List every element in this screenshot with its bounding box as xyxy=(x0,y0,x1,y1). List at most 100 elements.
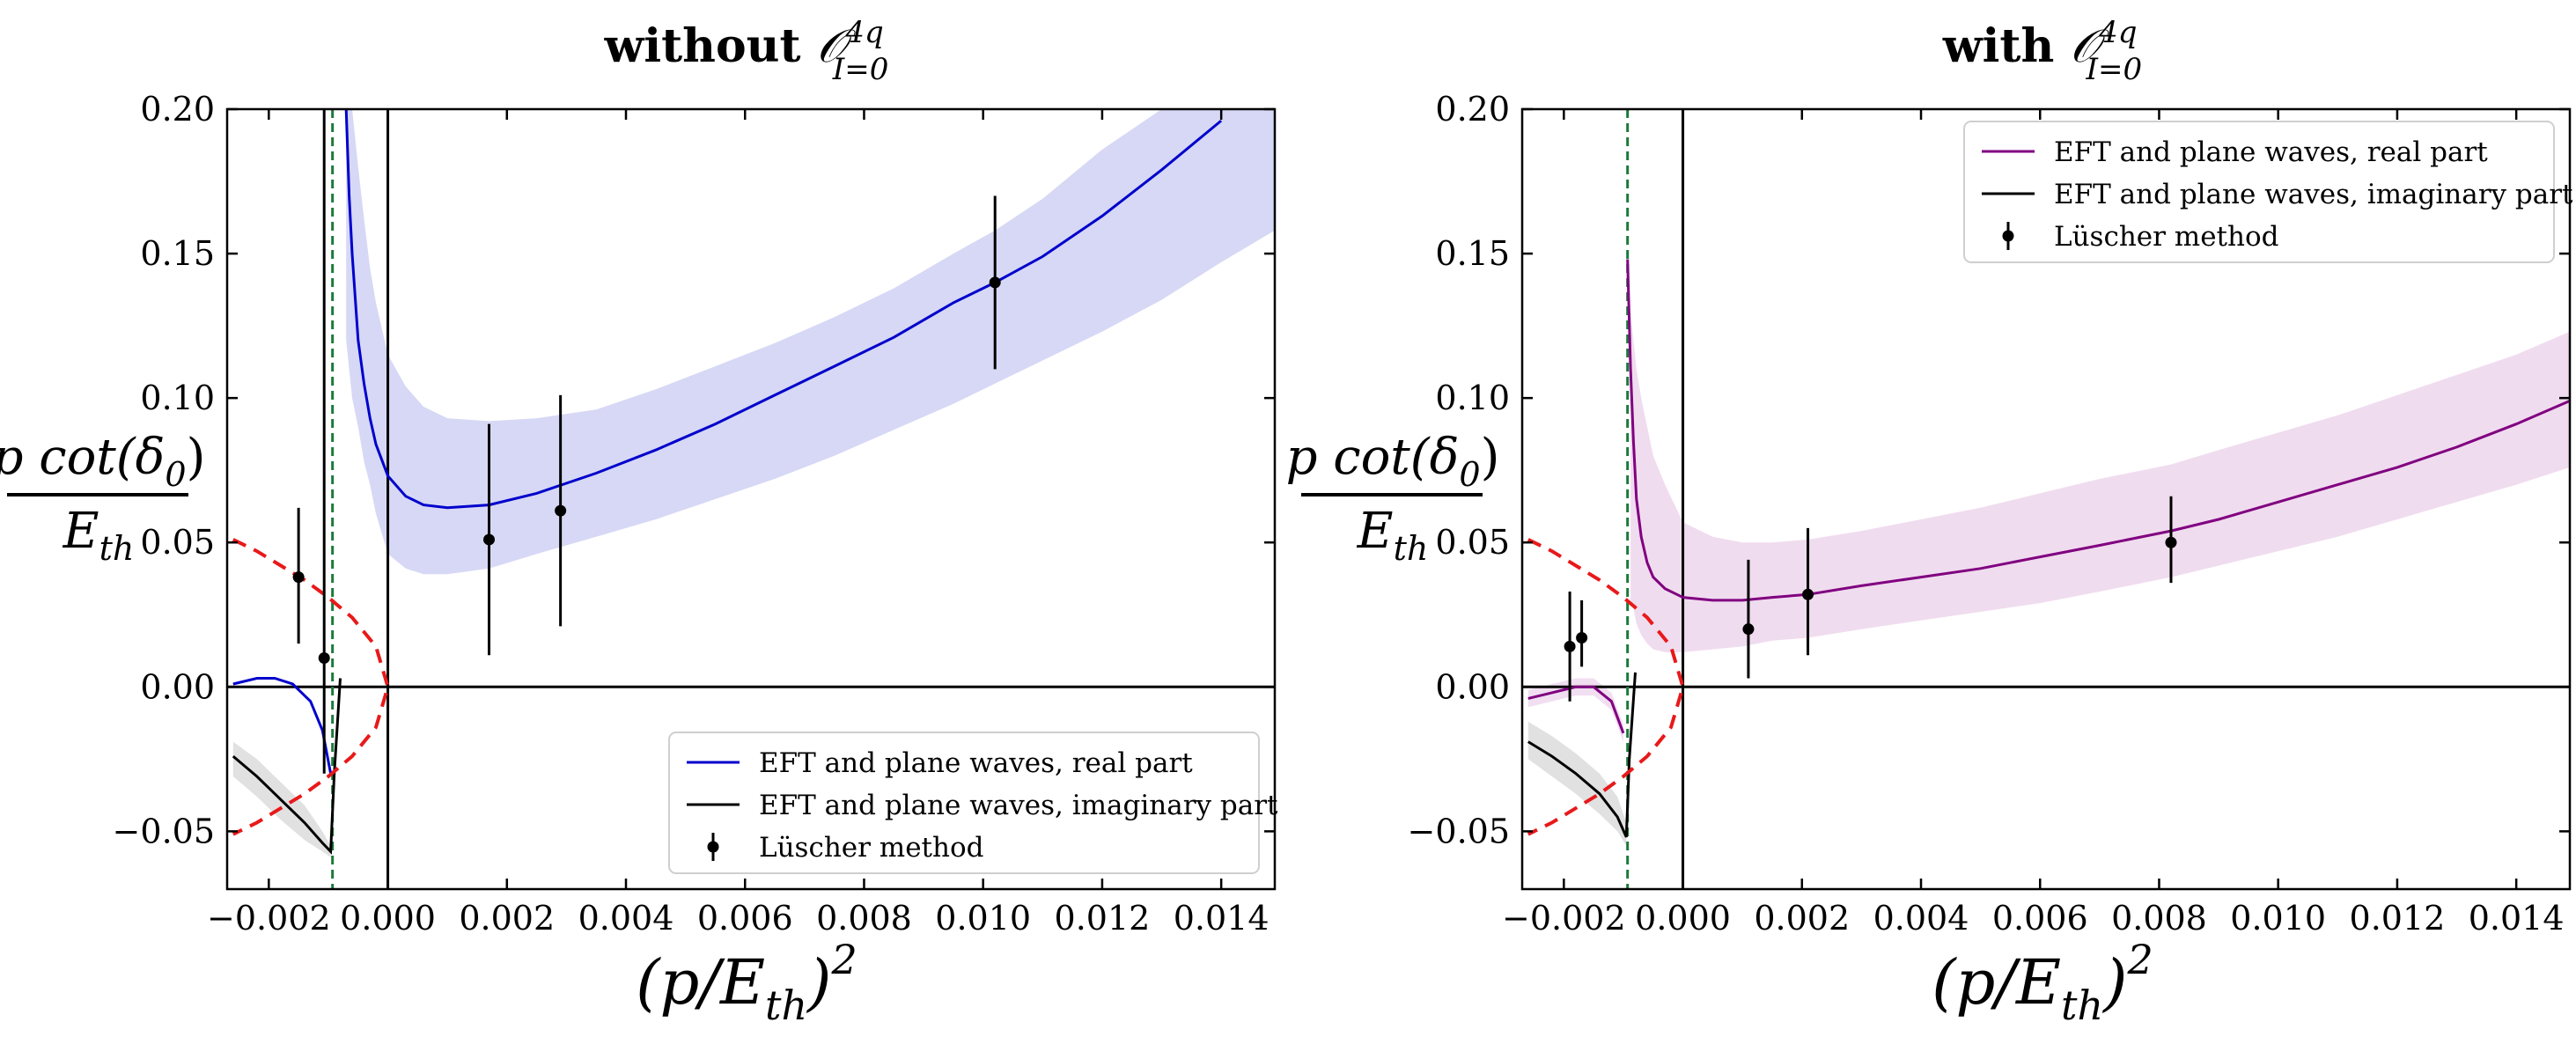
right-marker xyxy=(1576,632,1588,644)
left-ylabel-denominator: Eth xyxy=(63,503,135,568)
left-panel: without 𝒪4q I=0 −0.002 0.000 0.002 0.004 0.00… xyxy=(0,15,1278,1029)
right-legend-box xyxy=(1963,121,2555,263)
right-series-line-1 xyxy=(1626,259,2570,602)
left-data-point-1 xyxy=(318,109,330,774)
left-data-point-4 xyxy=(989,195,1001,370)
right-legend-entry-1: EFT and plane waves, imaginary part xyxy=(1982,179,2573,210)
right-y-axis-label: p cot(δ0) Eth xyxy=(1286,429,1500,568)
right-xlabel-close: ) xyxy=(2101,946,2127,1019)
right-xtick-label: 0.014 xyxy=(2469,899,2565,938)
left-xtick-label: 0.010 xyxy=(935,899,1031,938)
left-ytick-label: 0.00 xyxy=(140,667,215,706)
left-legend-marker-swatch xyxy=(707,841,719,853)
right-data-point-0 xyxy=(1564,592,1576,702)
left-xlabel-close: ) xyxy=(806,946,831,1019)
right-xtick-label: 0.012 xyxy=(2350,899,2446,938)
right-ytick-label: 0.00 xyxy=(1435,667,1510,706)
left-data-point-0 xyxy=(292,507,305,644)
left-marker xyxy=(555,504,567,517)
left-uncertainty-band-0 xyxy=(346,109,1275,575)
right-xtick-label: 0.010 xyxy=(2230,899,2326,938)
left-data-point-2 xyxy=(483,423,495,656)
left-marker xyxy=(989,276,1001,289)
left-ylabel-den-text: E xyxy=(63,503,99,560)
right-data-point-4 xyxy=(2165,496,2177,584)
left-xtick-label: 0.000 xyxy=(340,899,436,938)
left-legend-label: Lüscher method xyxy=(759,832,983,864)
right-legend-entry-0: EFT and plane waves, real part xyxy=(1982,136,2488,168)
left-xtick-label: 0.012 xyxy=(1055,899,1151,938)
left-plot-content xyxy=(227,109,1275,889)
left-xlabel-sup: 2 xyxy=(830,936,857,983)
right-xlabel-sup: 2 xyxy=(2126,936,2153,983)
right-plot-area: −0.002 0.000 0.002 0.004 0.006 0.008 0.010 0.01… xyxy=(1408,90,2573,938)
right-marker xyxy=(1802,588,1814,600)
right-xtick-label: 0.000 xyxy=(1635,899,1731,938)
left-legend-entry-2: Lüscher method xyxy=(707,832,983,864)
right-xtick-label: 0.004 xyxy=(1873,899,1969,938)
right-ylabel-num-close: ) xyxy=(1481,429,1500,486)
left-x-axis-label: (p/Eth)2 xyxy=(636,936,857,1029)
right-axes-frame xyxy=(1520,107,2572,891)
left-legend-entry-0: EFT and plane waves, real part xyxy=(687,747,1193,779)
left-ylabel-num-text: p cot(δ xyxy=(0,429,165,486)
right-xtick-label: 0.006 xyxy=(1992,899,2088,938)
left-title-sub: I=0 xyxy=(832,52,889,87)
right-xlabel-open: (p/E xyxy=(1932,946,2061,1019)
left-series-line-1 xyxy=(344,109,1223,510)
left-marker xyxy=(318,651,330,664)
left-legend-label: EFT and plane waves, imaginary part xyxy=(759,790,1278,821)
left-ytick-label: 0.20 xyxy=(140,90,215,129)
left-legend-box xyxy=(668,732,1260,874)
left-title: without 𝒪4q I=0 xyxy=(604,15,889,87)
left-xtick-label: 0.002 xyxy=(459,899,555,938)
right-ytick-label: −0.05 xyxy=(1408,812,1510,850)
left-title-prefix: without xyxy=(604,19,801,73)
right-uncertainty-band-0 xyxy=(1630,311,2570,652)
right-legend-label: EFT and plane waves, imaginary part xyxy=(2054,179,2573,210)
left-legend-label: EFT and plane waves, real part xyxy=(759,747,1193,779)
left-legend: EFT and plane waves, real part EFT and pl… xyxy=(668,732,1278,874)
right-ylabel-num-sub: 0 xyxy=(1459,455,1480,494)
left-plot-area: −0.002 0.000 0.002 0.004 0.006 0.008 0.010 0.01… xyxy=(113,90,1278,938)
left-xlabel-open: (p/E xyxy=(636,946,765,1019)
right-title-sup: 4q xyxy=(2098,15,2137,50)
right-ylabel-denominator: Eth xyxy=(1357,503,1429,568)
left-series-line-0 xyxy=(232,677,333,774)
left-marker xyxy=(483,533,495,546)
left-ytick-label: 0.15 xyxy=(140,234,215,273)
right-ytick-label: 0.10 xyxy=(1435,379,1510,417)
left-ylabel-num-sub: 0 xyxy=(165,455,186,494)
left-xtick-label: −0.002 xyxy=(207,899,331,938)
right-ylabel-num-text: p cot(δ xyxy=(1286,429,1460,486)
left-ytick-label: 0.10 xyxy=(140,379,215,417)
left-xtick-label: 0.014 xyxy=(1174,899,1270,938)
right-title: with 𝒪4q I=0 xyxy=(1942,15,2142,87)
left-data-point-3 xyxy=(555,394,567,627)
right-uncertainty-band-1 xyxy=(1527,721,1627,846)
right-ylabel-den-text: E xyxy=(1357,503,1394,560)
right-xtick-label: −0.002 xyxy=(1502,899,1626,938)
left-marker xyxy=(292,571,305,584)
left-title-sup: 4q xyxy=(844,15,883,50)
right-marker xyxy=(2165,536,2177,548)
left-series-line-2 xyxy=(232,678,342,855)
left-ylabel-numerator: p cot(δ0) xyxy=(0,429,205,494)
left-xlabel-sub: th xyxy=(765,982,807,1029)
right-plot-content xyxy=(1522,109,2570,889)
right-marker xyxy=(1564,640,1576,652)
right-legend-label: Lüscher method xyxy=(2054,221,2278,253)
right-ytick-label: 0.05 xyxy=(1435,523,1510,562)
right-ytick-label: 0.20 xyxy=(1435,90,1510,129)
right-xlabel-sub: th xyxy=(2061,982,2103,1029)
right-x-axis-label: (p/Eth)2 xyxy=(1932,936,2153,1029)
right-title-sub: I=0 xyxy=(2086,52,2143,87)
left-y-axis-label: p cot(δ0) Eth xyxy=(0,429,205,568)
right-data-point-1 xyxy=(1576,599,1588,667)
left-legend-entry-1: EFT and plane waves, imaginary part xyxy=(687,790,1278,821)
left-xtick-label: 0.008 xyxy=(816,899,912,938)
right-marker xyxy=(1742,623,1755,636)
right-data-point-2 xyxy=(1742,559,1755,679)
right-legend-entry-2: Lüscher method xyxy=(2002,221,2278,253)
